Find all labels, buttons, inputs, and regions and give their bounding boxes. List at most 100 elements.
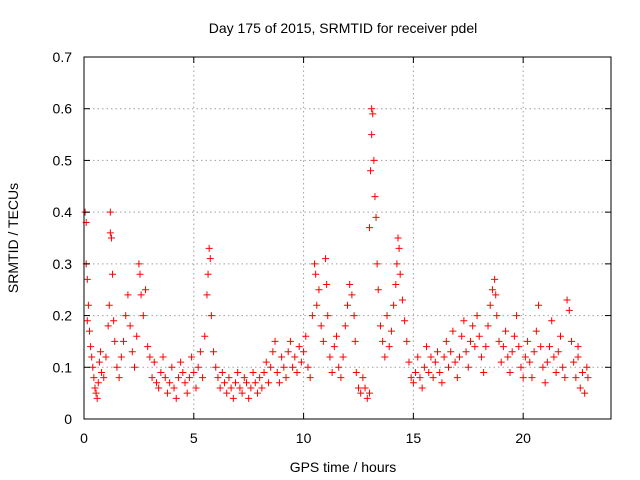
data-point xyxy=(440,353,448,361)
data-point xyxy=(238,389,246,397)
data-point xyxy=(488,286,496,294)
data-point xyxy=(521,353,529,361)
data-point xyxy=(396,270,404,278)
data-point xyxy=(383,312,391,320)
data-point xyxy=(300,348,308,356)
data-point xyxy=(572,374,580,382)
data-point xyxy=(206,255,214,263)
data-point xyxy=(583,363,591,371)
data-point xyxy=(89,363,97,371)
data-point xyxy=(484,322,492,330)
data-point xyxy=(427,353,435,361)
data-point xyxy=(117,353,125,361)
data-point xyxy=(139,312,147,320)
data-point xyxy=(190,368,198,376)
data-point xyxy=(480,368,488,376)
data-point xyxy=(556,332,564,340)
data-point xyxy=(381,353,389,361)
data-point xyxy=(185,374,193,382)
data-point xyxy=(548,317,556,325)
data-point xyxy=(453,374,461,382)
data-point xyxy=(308,312,316,320)
data-point xyxy=(317,322,325,330)
data-point xyxy=(83,317,91,325)
data-point xyxy=(258,384,266,392)
data-point xyxy=(312,270,320,278)
data-point xyxy=(216,384,224,392)
data-point xyxy=(346,281,354,289)
data-point xyxy=(578,368,586,376)
data-point xyxy=(85,327,93,335)
data-point xyxy=(109,270,117,278)
data-point xyxy=(83,275,91,283)
data-point xyxy=(436,368,444,376)
data-point xyxy=(460,317,468,325)
data-point xyxy=(155,384,163,392)
data-point xyxy=(322,255,330,263)
data-point xyxy=(126,322,134,330)
data-point xyxy=(368,131,376,139)
plot-frame xyxy=(83,56,612,420)
data-point xyxy=(247,384,255,392)
data-point xyxy=(218,368,226,376)
x-axis-ticks: 0 5 10 15 20 xyxy=(80,57,531,446)
y-axis-ticks: 0 0.1 0.2 0.3 0.4 0.5 0.6 0.7 xyxy=(53,49,611,427)
data-point xyxy=(502,327,510,335)
data-point xyxy=(253,389,261,397)
data-point xyxy=(365,224,373,232)
data-point xyxy=(229,394,237,402)
data-point xyxy=(339,353,347,361)
data-point xyxy=(423,343,431,351)
x-tick-label: 10 xyxy=(296,430,312,446)
data-point xyxy=(469,322,477,330)
data-point xyxy=(304,363,312,371)
data-point xyxy=(264,379,272,387)
data-point xyxy=(315,286,323,294)
data-point xyxy=(96,348,104,356)
data-point xyxy=(543,358,551,366)
data-point xyxy=(267,363,275,371)
data-point xyxy=(539,363,547,371)
data-point xyxy=(234,368,242,376)
data-point xyxy=(170,384,178,392)
data-point xyxy=(124,291,132,299)
data-point xyxy=(106,208,114,216)
x-tick-label: 0 xyxy=(80,430,88,446)
data-point xyxy=(293,368,301,376)
data-point xyxy=(434,348,442,356)
data-point xyxy=(207,312,215,320)
data-point xyxy=(398,296,406,304)
data-point xyxy=(395,244,403,252)
data-point xyxy=(491,275,499,283)
data-point xyxy=(152,379,160,387)
data-point xyxy=(280,363,288,371)
data-point xyxy=(341,322,349,330)
data-point xyxy=(495,337,503,345)
data-point xyxy=(348,291,356,299)
data-point xyxy=(284,348,292,356)
data-point xyxy=(111,337,119,345)
x-tick-label: 15 xyxy=(406,430,422,446)
data-point xyxy=(513,312,521,320)
y-tick-label: 0.6 xyxy=(53,101,73,117)
data-point xyxy=(161,374,169,382)
data-point xyxy=(144,343,152,351)
data-point xyxy=(563,296,571,304)
data-point xyxy=(172,394,180,402)
data-point xyxy=(570,358,578,366)
data-point xyxy=(394,234,402,242)
x-tick-label: 5 xyxy=(190,430,198,446)
data-point xyxy=(567,337,575,345)
data-point xyxy=(519,374,527,382)
grid-lines xyxy=(84,57,611,419)
data-point xyxy=(337,374,345,382)
data-point xyxy=(373,260,381,268)
data-point xyxy=(179,368,187,376)
data-point xyxy=(376,322,384,330)
data-point xyxy=(306,374,314,382)
data-point xyxy=(574,353,582,361)
data-point xyxy=(517,363,525,371)
data-point xyxy=(365,389,373,397)
data-point xyxy=(367,167,375,175)
data-point xyxy=(84,301,92,309)
